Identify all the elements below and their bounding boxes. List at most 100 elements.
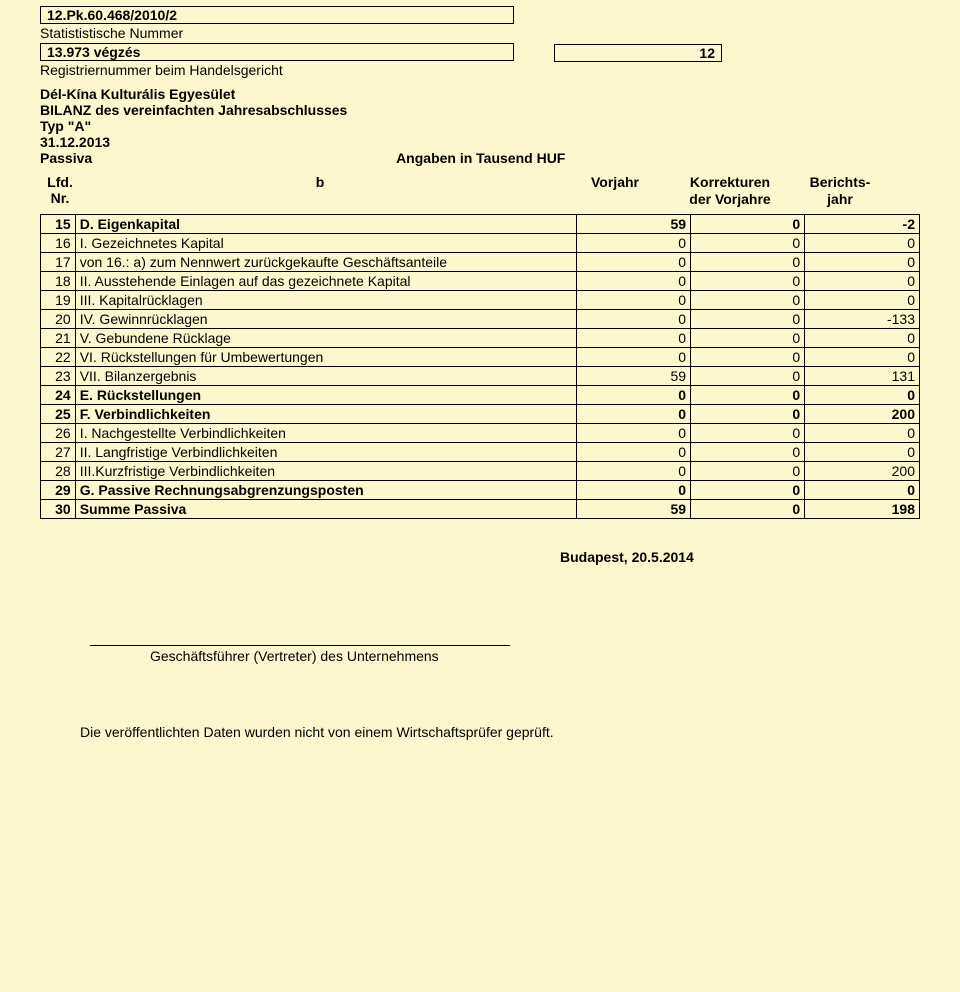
row-index: 16 bbox=[41, 233, 76, 252]
row-desc: VI. Rückstellungen für Umbewertungen bbox=[75, 347, 576, 366]
title-date: 31.12.2013 bbox=[40, 134, 940, 150]
row-berichtsjahr: 200 bbox=[805, 404, 920, 423]
row-korrekturen: 0 bbox=[691, 423, 805, 442]
row-korrekturen: 0 bbox=[691, 442, 805, 461]
row-berichtsjahr: 0 bbox=[805, 347, 920, 366]
place-date: Budapest, 20.5.2014 bbox=[560, 549, 940, 565]
row-desc: III. Kapitalrücklagen bbox=[75, 290, 576, 309]
table-row: 18II. Ausstehende Einlagen auf das gezei… bbox=[41, 271, 920, 290]
row-desc: von 16.: a) zum Nennwert zurückgekaufte … bbox=[75, 252, 576, 271]
row-korrekturen: 0 bbox=[691, 366, 805, 385]
table-row: 22VI. Rückstellungen für Umbewertungen00… bbox=[41, 347, 920, 366]
row-index: 22 bbox=[41, 347, 76, 366]
col-lfd: Lfd.Nr. bbox=[40, 174, 80, 208]
stat-number-box: 12.Pk.60.468/2010/2 bbox=[40, 6, 514, 24]
row-index: 25 bbox=[41, 404, 76, 423]
row-korrekturen: 0 bbox=[691, 328, 805, 347]
section-label: Passiva bbox=[40, 150, 92, 166]
row-desc: I. Gezeichnetes Kapital bbox=[75, 233, 576, 252]
title-line2: BILANZ des vereinfachten Jahresabschluss… bbox=[40, 102, 940, 118]
row-berichtsjahr: 0 bbox=[805, 252, 920, 271]
signature-label: Geschäftsführer (Vertreter) des Unterneh… bbox=[150, 648, 940, 664]
row-vorjahr: 0 bbox=[576, 271, 690, 290]
row-index: 21 bbox=[41, 328, 76, 347]
stat-number-label: Statististische Nummer bbox=[40, 25, 940, 41]
row-berichtsjahr: 0 bbox=[805, 290, 920, 309]
row-index: 24 bbox=[41, 385, 76, 404]
row-korrekturen: 0 bbox=[691, 347, 805, 366]
row-korrekturen: 0 bbox=[691, 252, 805, 271]
row-index: 30 bbox=[41, 499, 76, 518]
table-row: 30Summe Passiva590198 bbox=[41, 499, 920, 518]
row-vorjahr: 0 bbox=[576, 461, 690, 480]
row-index: 29 bbox=[41, 480, 76, 499]
row-berichtsjahr: 0 bbox=[805, 385, 920, 404]
row-berichtsjahr: 0 bbox=[805, 271, 920, 290]
table-row: 21V. Gebundene Rücklage000 bbox=[41, 328, 920, 347]
row-index: 17 bbox=[41, 252, 76, 271]
reg-number: 13.973 végzés bbox=[47, 44, 140, 60]
table-row: 28III.Kurzfristige Verbindlichkeiten0020… bbox=[41, 461, 920, 480]
reg-row: 13.973 végzés 12 bbox=[40, 43, 940, 62]
table-row: 25F. Verbindlichkeiten00200 bbox=[41, 404, 920, 423]
column-headers: Lfd.Nr. b Vorjahr Korrekturender Vorjahr… bbox=[40, 174, 940, 208]
row-korrekturen: 0 bbox=[691, 480, 805, 499]
data-table: 15D. Eigenkapital590-216I. Gezeichnetes … bbox=[40, 214, 920, 519]
row-index: 18 bbox=[41, 271, 76, 290]
angaben-label: Angaben in Tausend HUF bbox=[396, 150, 565, 166]
row-vorjahr: 0 bbox=[576, 290, 690, 309]
row-desc: IV. Gewinnrücklagen bbox=[75, 309, 576, 328]
page-number: 12 bbox=[699, 45, 715, 61]
row-korrekturen: 0 bbox=[691, 404, 805, 423]
row-index: 19 bbox=[41, 290, 76, 309]
row-korrekturen: 0 bbox=[691, 385, 805, 404]
row-vorjahr: 59 bbox=[576, 366, 690, 385]
row-index: 26 bbox=[41, 423, 76, 442]
col-b: b bbox=[80, 174, 560, 208]
table-row: 15D. Eigenkapital590-2 bbox=[41, 214, 920, 233]
row-vorjahr: 0 bbox=[576, 404, 690, 423]
row-berichtsjahr: 0 bbox=[805, 233, 920, 252]
row-berichtsjahr: 0 bbox=[805, 328, 920, 347]
row-desc: II. Langfristige Verbindlichkeiten bbox=[75, 442, 576, 461]
row-berichtsjahr: 0 bbox=[805, 423, 920, 442]
org-name: Dél-Kína Kulturális Egyesület bbox=[40, 86, 940, 102]
row-berichtsjahr: 131 bbox=[805, 366, 920, 385]
page-number-box: 12 bbox=[554, 44, 722, 62]
row-index: 27 bbox=[41, 442, 76, 461]
row-desc: G. Passive Rechnungsabgrenzungsposten bbox=[75, 480, 576, 499]
row-desc: II. Ausstehende Einlagen auf das gezeich… bbox=[75, 271, 576, 290]
row-desc: D. Eigenkapital bbox=[75, 214, 576, 233]
row-korrekturen: 0 bbox=[691, 461, 805, 480]
row-berichtsjahr: 200 bbox=[805, 461, 920, 480]
reg-number-box: 13.973 végzés bbox=[40, 43, 514, 61]
row-korrekturen: 0 bbox=[691, 499, 805, 518]
signature-line bbox=[90, 645, 510, 646]
table-row: 20IV. Gewinnrücklagen00-133 bbox=[41, 309, 920, 328]
row-korrekturen: 0 bbox=[691, 309, 805, 328]
row-vorjahr: 0 bbox=[576, 442, 690, 461]
row-index: 15 bbox=[41, 214, 76, 233]
row-desc: V. Gebundene Rücklage bbox=[75, 328, 576, 347]
row-desc: F. Verbindlichkeiten bbox=[75, 404, 576, 423]
table-row: 17von 16.: a) zum Nennwert zurückgekauft… bbox=[41, 252, 920, 271]
row-vorjahr: 0 bbox=[576, 385, 690, 404]
row-vorjahr: 0 bbox=[576, 233, 690, 252]
row-vorjahr: 0 bbox=[576, 347, 690, 366]
title-block: Dél-Kína Kulturális Egyesület BILANZ des… bbox=[40, 86, 940, 166]
table-row: 26I. Nachgestellte Verbindlichkeiten000 bbox=[41, 423, 920, 442]
row-vorjahr: 0 bbox=[576, 252, 690, 271]
table-row: 29G. Passive Rechnungsabgrenzungsposten 0… bbox=[41, 480, 920, 499]
footer-note: Die veröffentlichten Daten wurden nicht … bbox=[80, 724, 940, 740]
col-vorjahr: Vorjahr bbox=[560, 174, 670, 208]
row-korrekturen: 0 bbox=[691, 290, 805, 309]
row-index: 23 bbox=[41, 366, 76, 385]
row-berichtsjahr: 198 bbox=[805, 499, 920, 518]
row-berichtsjahr: 0 bbox=[805, 442, 920, 461]
section-row: Passiva Angaben in Tausend HUF bbox=[40, 150, 940, 166]
row-vorjahr: 59 bbox=[576, 214, 690, 233]
row-berichtsjahr: -133 bbox=[805, 309, 920, 328]
row-berichtsjahr: -2 bbox=[805, 214, 920, 233]
row-vorjahr: 59 bbox=[576, 499, 690, 518]
stat-number: 12.Pk.60.468/2010/2 bbox=[47, 7, 177, 23]
